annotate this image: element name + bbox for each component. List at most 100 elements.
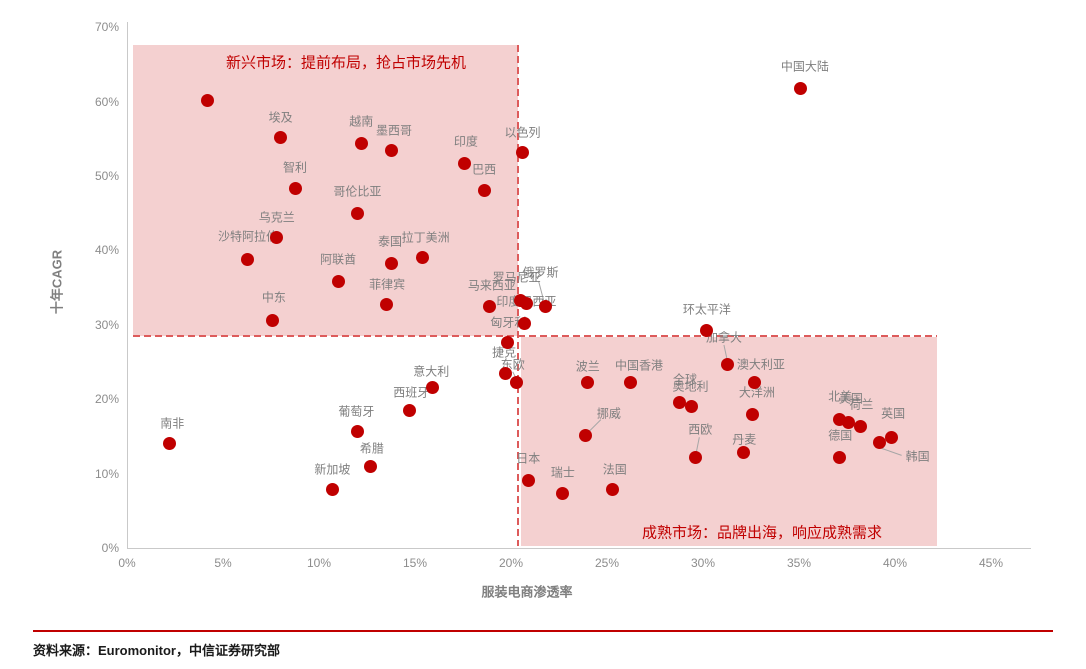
data-point (350, 206, 364, 220)
point-label: 大洋洲 (738, 385, 775, 400)
point-label: 哥伦比亚 (333, 184, 382, 199)
point-label: 环太平洋 (682, 302, 731, 317)
x-axis-tick-label: 35% (786, 556, 812, 570)
point-label: 西欧 (688, 422, 713, 437)
data-point (498, 367, 512, 381)
data-point (385, 144, 399, 158)
point-label: 埃及 (268, 110, 293, 125)
data-point (623, 375, 637, 389)
data-point (748, 376, 762, 390)
point-label: 奥地利 (672, 379, 709, 394)
leader-line (881, 447, 902, 456)
point-label: 以色列 (504, 125, 541, 140)
point-label: 中东 (261, 290, 286, 305)
point-label: 加拿大 (705, 330, 742, 345)
data-point (477, 184, 491, 198)
x-axis-tick-label: 40% (882, 556, 908, 570)
point-label: 韩国 (905, 449, 930, 464)
x-axis-tick-label: 20% (498, 556, 524, 570)
data-point (510, 376, 524, 390)
point-label: 匈牙利 (490, 315, 527, 330)
point-label: 英国 (881, 406, 906, 421)
data-point (873, 435, 887, 449)
point-label: 法国 (602, 462, 627, 477)
data-point (521, 473, 535, 487)
data-point (700, 324, 714, 338)
x-axis-tick-label: 30% (690, 556, 716, 570)
point-label: 拉丁美洲 (401, 230, 450, 245)
data-point (884, 430, 898, 444)
data-point (736, 445, 750, 459)
point-label: 希腊 (359, 441, 384, 456)
point-label: 日本 (516, 451, 541, 466)
leader-line (538, 280, 545, 301)
data-point (673, 395, 687, 409)
data-point (274, 130, 288, 144)
data-point (325, 483, 339, 497)
point-label: 菲律宾 (369, 277, 406, 292)
data-point (519, 296, 533, 310)
data-point (266, 313, 280, 327)
point-label: 丹麦 (732, 432, 757, 447)
point-label: 中国大陆 (780, 59, 829, 74)
point-label: 巴西 (472, 162, 497, 177)
point-label: 沙特阿拉伯 (217, 229, 278, 244)
data-point (364, 460, 378, 474)
point-label: 瑞士 (550, 465, 575, 480)
data-point (201, 93, 215, 107)
point-label: 葡萄牙 (338, 404, 375, 419)
point-label: 罗马尼亚 (492, 270, 541, 285)
data-point (556, 487, 570, 501)
x-axis-tick-label: 10% (306, 556, 332, 570)
data-point (331, 275, 345, 289)
x-axis-tick-label: 0% (118, 556, 136, 570)
x-axis-tick-label: 25% (594, 556, 620, 570)
data-point (853, 420, 867, 434)
point-label: 北美 (828, 389, 853, 404)
point-label: 美国 (838, 391, 863, 406)
data-point (688, 450, 702, 464)
y-axis-tick-label: 60% (94, 94, 119, 109)
x-axis-title: 服装电商渗透率 (481, 584, 573, 600)
y-axis-tick-label: 50% (94, 169, 119, 183)
data-point (500, 336, 514, 350)
leader-line (723, 344, 728, 360)
data-point (289, 182, 303, 196)
y-axis-tick-label: 30% (94, 317, 119, 332)
data-point (458, 156, 472, 170)
point-label: 阿联酋 (320, 252, 357, 267)
x-axis-line (127, 548, 1031, 549)
y-axis-line (127, 22, 128, 548)
data-point (354, 136, 368, 150)
leader-line (588, 419, 602, 433)
data-point (832, 451, 846, 465)
point-label: 印度 (453, 134, 478, 149)
point-label: 墨西哥 (375, 123, 412, 138)
y-axis-tick-label: 10% (94, 466, 119, 481)
data-point (241, 252, 255, 266)
quadrant-region-emerging (132, 45, 518, 336)
data-point (746, 408, 760, 422)
data-point (270, 231, 284, 245)
point-label: 新加坡 (314, 462, 351, 477)
point-label: 乌克兰 (258, 210, 295, 225)
point-label: 捷克 (492, 345, 517, 360)
point-label: 越南 (349, 114, 374, 129)
x-axis-tick-label: 15% (402, 556, 428, 570)
point-label: 全球 (672, 372, 697, 387)
y-axis-tick-label: 0% (101, 541, 119, 555)
data-point (350, 424, 364, 438)
point-label: 泰国 (377, 234, 402, 249)
x-axis-tick-label: 5% (214, 556, 232, 570)
point-label: 荷兰 (849, 397, 874, 412)
data-point (425, 380, 439, 394)
data-point (842, 415, 856, 429)
data-point (162, 437, 176, 451)
data-point (516, 146, 530, 160)
quadrant-title-mature: 成熟市场：品牌出海，响应成熟需求 (641, 524, 883, 542)
quadrant-region-mature (520, 336, 938, 546)
y-axis-tick-label: 40% (94, 243, 119, 258)
